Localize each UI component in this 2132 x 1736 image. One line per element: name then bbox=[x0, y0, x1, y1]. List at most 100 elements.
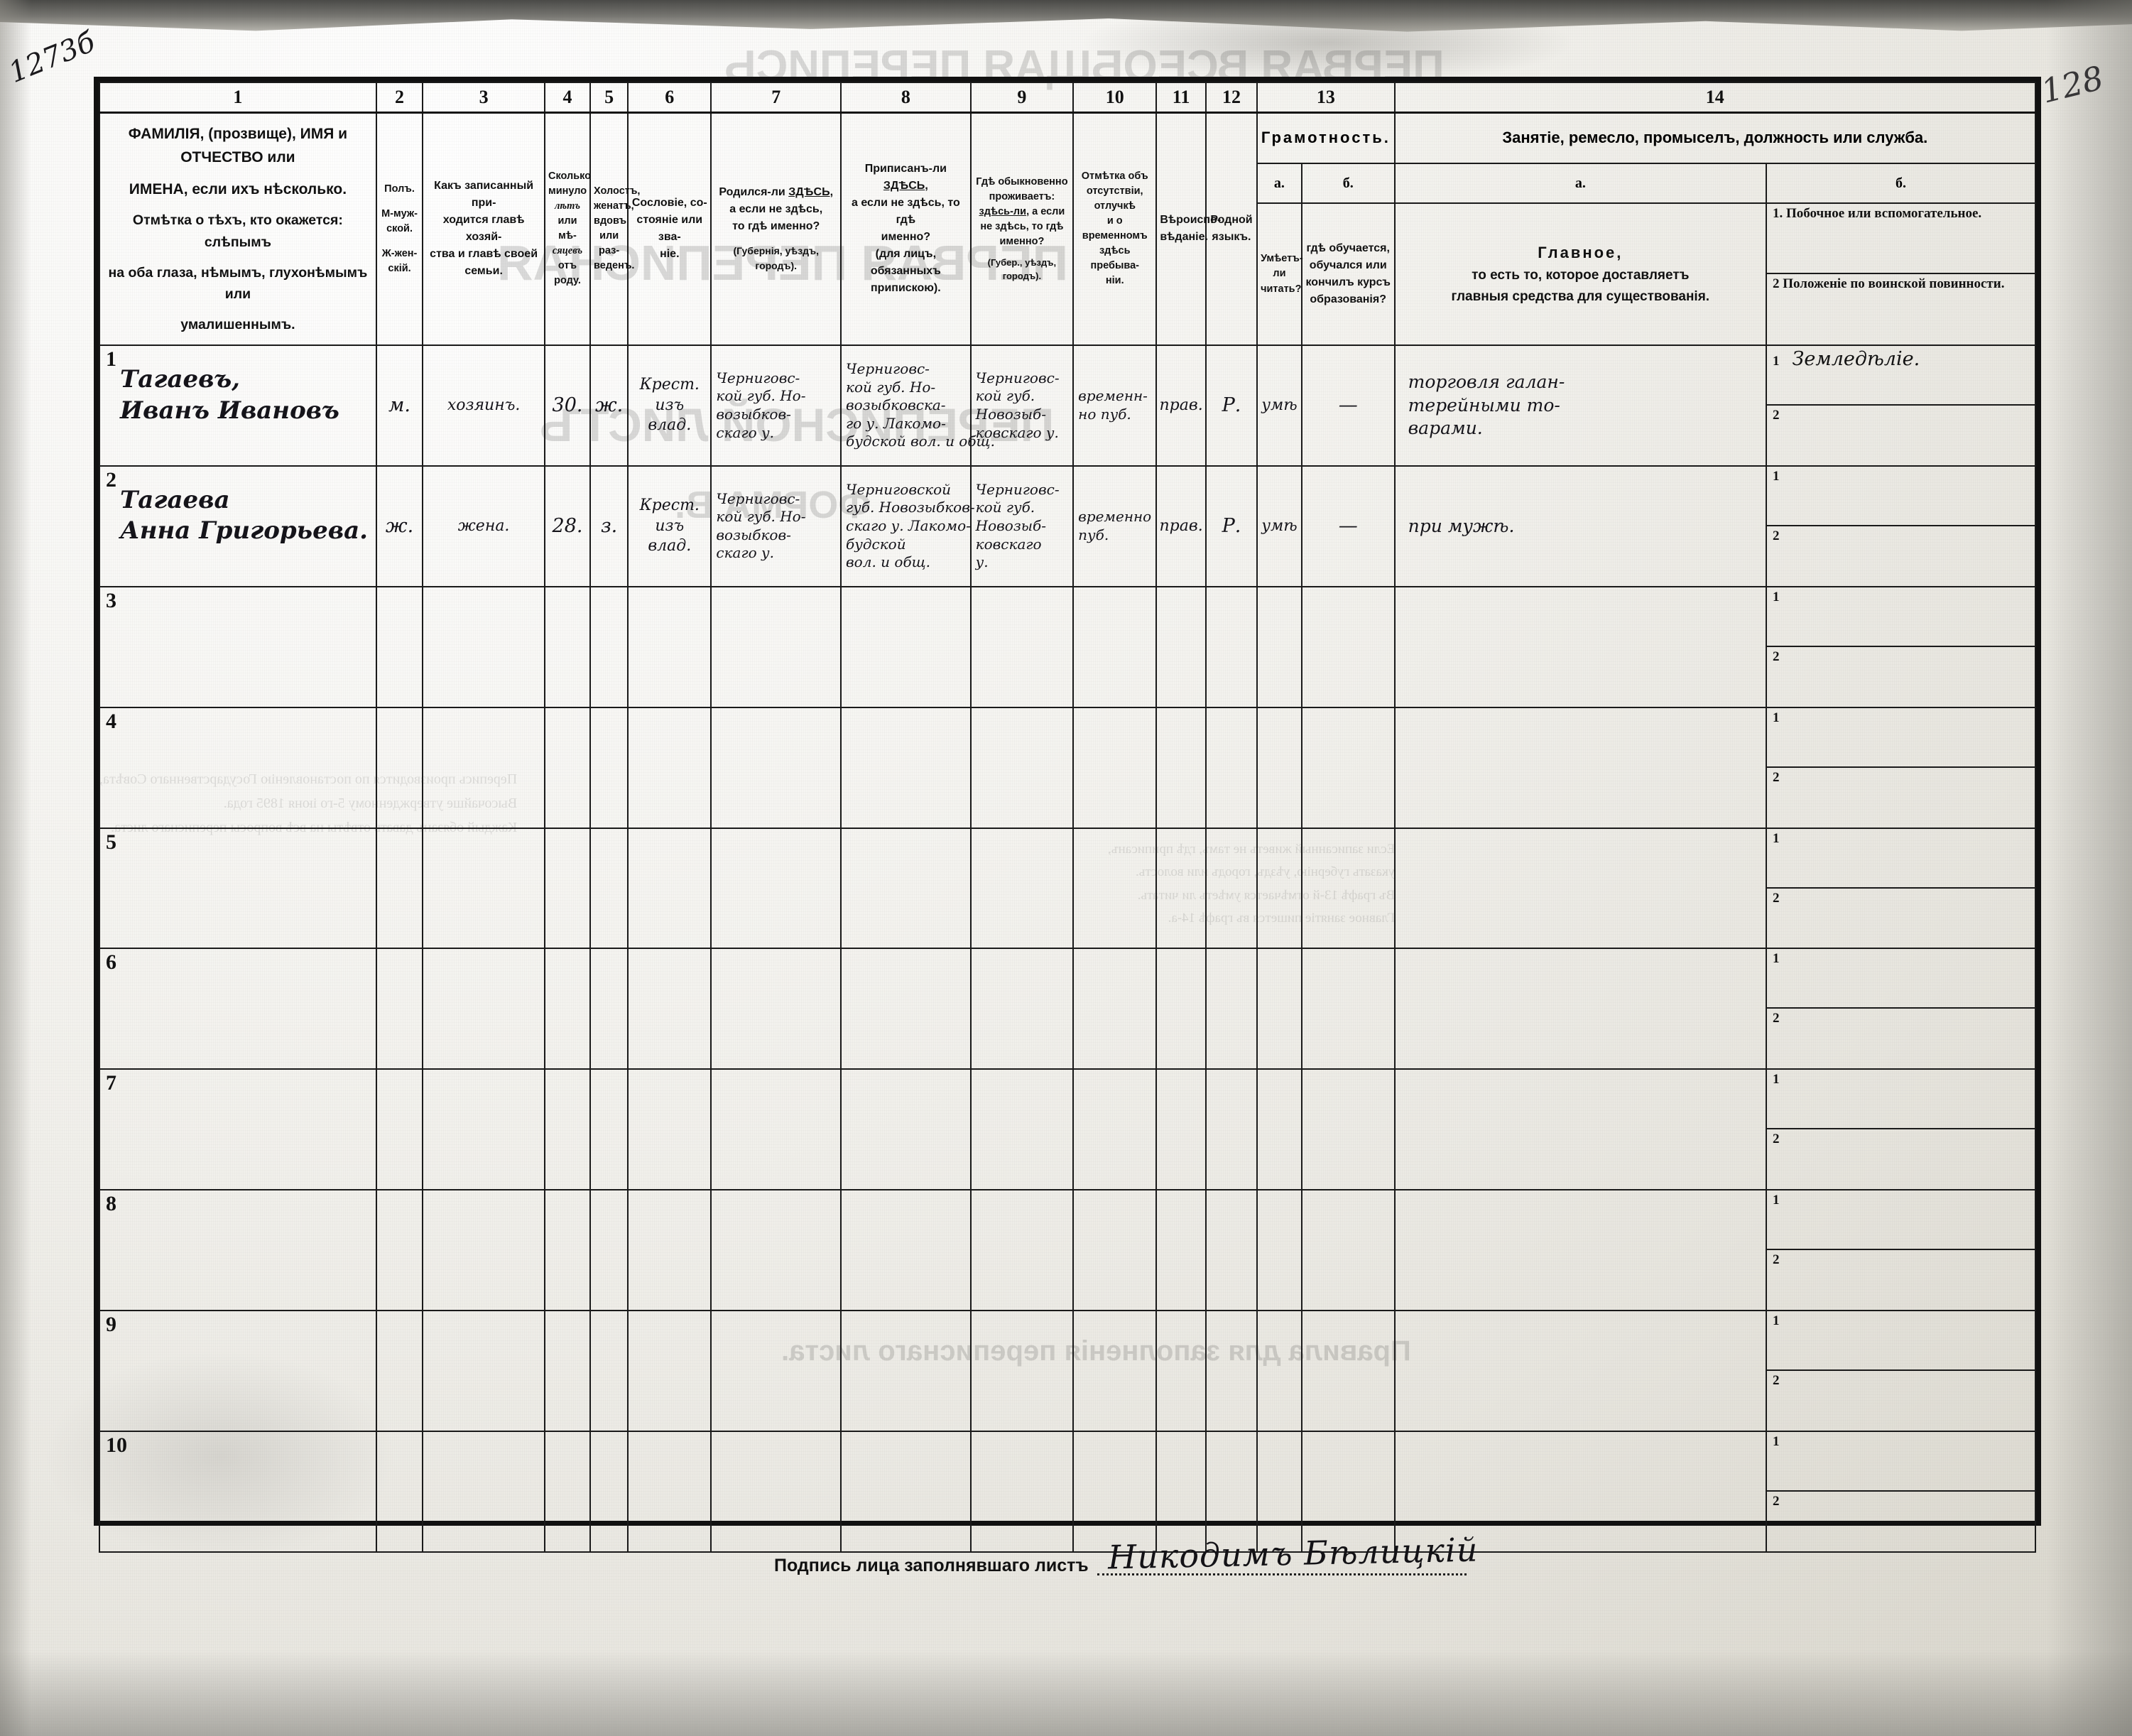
row-6-estate-cell[interactable] bbox=[627, 948, 712, 1070]
row-8-religion-cell[interactable] bbox=[1155, 1189, 1207, 1312]
row-3-residence-cell[interactable] bbox=[969, 585, 1075, 708]
row-2-military-part-2[interactable]: 2 bbox=[1773, 528, 1780, 543]
row-7-relation-cell[interactable] bbox=[422, 1068, 545, 1191]
row-3-age-cell[interactable] bbox=[543, 585, 592, 708]
row-6-birthplace-cell[interactable] bbox=[710, 948, 842, 1070]
row-8-occupation-side-part-1[interactable]: 1 bbox=[1767, 1190, 2035, 1251]
row-8-sex-cell[interactable] bbox=[375, 1189, 424, 1312]
row-5-residence-cell[interactable] bbox=[969, 827, 1075, 950]
row-5-age-cell[interactable] bbox=[543, 827, 592, 950]
row-9-language-cell[interactable] bbox=[1204, 1310, 1258, 1433]
row-5-registered-cell[interactable] bbox=[840, 827, 972, 950]
row-2-literacy-a-cell[interactable]: умѣ bbox=[1256, 465, 1302, 587]
row-7-language-cell[interactable] bbox=[1204, 1068, 1258, 1191]
row-4-occupation-main-cell[interactable] bbox=[1393, 706, 1768, 829]
row-8-literacy-a-cell[interactable] bbox=[1256, 1189, 1302, 1312]
row-7-birthplace-cell[interactable] bbox=[710, 1068, 842, 1191]
row-2-occupation-side-part-1[interactable]: 1 bbox=[1767, 467, 2035, 526]
row-5-literacy-b-cell[interactable] bbox=[1300, 827, 1396, 950]
row-5-absence-cell[interactable] bbox=[1072, 827, 1158, 950]
row-2-name-cell[interactable]: 2 Тагаева Анна Григорьева. bbox=[99, 465, 377, 587]
row-8-occupation-main-cell[interactable] bbox=[1393, 1189, 1768, 1312]
row-6-religion-cell[interactable] bbox=[1155, 948, 1207, 1070]
row-3-occupation-main-cell[interactable] bbox=[1393, 585, 1768, 708]
row-5-language-cell[interactable] bbox=[1204, 827, 1258, 950]
row-10-birthplace-cell[interactable] bbox=[710, 1431, 842, 1553]
row-6-occupation-side-part-1[interactable]: 1 bbox=[1767, 949, 2035, 1009]
row-10-residence-cell[interactable] bbox=[969, 1431, 1075, 1553]
row-6-marital-cell[interactable] bbox=[589, 948, 629, 1070]
row-4-absence-cell[interactable] bbox=[1072, 706, 1158, 829]
row-5-occupation-main-cell[interactable] bbox=[1393, 827, 1768, 950]
row-3-sex-cell[interactable] bbox=[375, 585, 424, 708]
row-9-occupation-main-cell[interactable] bbox=[1393, 1310, 1768, 1433]
row-10-registered-cell[interactable] bbox=[840, 1431, 972, 1553]
row-5-name-cell[interactable]: 5 bbox=[99, 827, 377, 950]
row-9-residence-cell[interactable] bbox=[969, 1310, 1075, 1433]
row-9-registered-cell[interactable] bbox=[840, 1310, 972, 1433]
row-10-literacy-a-cell[interactable] bbox=[1256, 1431, 1302, 1553]
row-6-age-cell[interactable] bbox=[543, 948, 592, 1070]
row-4-birthplace-cell[interactable] bbox=[710, 706, 842, 829]
row-1-sex-cell[interactable]: м. bbox=[375, 345, 424, 467]
row-9-estate-cell[interactable] bbox=[627, 1310, 712, 1433]
row-10-literacy-b-cell[interactable] bbox=[1300, 1431, 1396, 1553]
row-2-registered-cell[interactable]: Черниговской губ. Новозыбков-скаго у. Лак… bbox=[840, 465, 975, 587]
row-1-literacy-b-cell[interactable]: — bbox=[1300, 345, 1396, 467]
row-9-literacy-b-cell[interactable] bbox=[1300, 1310, 1396, 1433]
row-8-literacy-b-cell[interactable] bbox=[1300, 1189, 1396, 1312]
row-7-age-cell[interactable] bbox=[543, 1068, 592, 1191]
row-10-military-part-2[interactable]: 2 bbox=[1773, 1494, 1780, 1509]
row-2-literacy-b-cell[interactable]: — bbox=[1300, 465, 1396, 587]
row-1-relation-cell[interactable]: хозяинъ. bbox=[422, 345, 545, 467]
row-4-marital-cell[interactable] bbox=[589, 706, 629, 829]
row-6-literacy-b-cell[interactable] bbox=[1300, 948, 1396, 1070]
row-9-age-cell[interactable] bbox=[543, 1310, 592, 1433]
row-3-relation-cell[interactable] bbox=[422, 585, 545, 708]
row-2-residence-cell[interactable]: Черниговс-кой губ. Новозыб-ковскаго у. bbox=[969, 465, 1075, 587]
row-8-age-cell[interactable] bbox=[543, 1189, 592, 1312]
row-10-occupation-side-part-1[interactable]: 1 bbox=[1767, 1432, 2035, 1492]
row-2-birthplace-cell[interactable]: Черниговс-кой губ. Но-возыбков-скаго у. bbox=[710, 465, 842, 587]
row-6-relation-cell[interactable] bbox=[422, 948, 545, 1070]
row-9-marital-cell[interactable] bbox=[589, 1310, 629, 1433]
row-2-relation-cell[interactable]: жена. bbox=[422, 465, 545, 587]
row-1-occupation-main-cell[interactable]: торговля галан-терейными то-варами. bbox=[1393, 345, 1768, 467]
row-2-marital-cell[interactable]: з. bbox=[589, 465, 629, 587]
row-1-age-cell[interactable]: 30. bbox=[543, 345, 592, 467]
row-9-occupation-side-part-1[interactable]: 1 bbox=[1767, 1311, 2035, 1372]
row-1-occupation-side-part-1[interactable]: 1 Земледѣлiе. bbox=[1767, 346, 2035, 406]
row-3-literacy-b-cell[interactable] bbox=[1300, 585, 1396, 708]
row-4-literacy-b-cell[interactable] bbox=[1300, 706, 1396, 829]
row-9-literacy-a-cell[interactable] bbox=[1256, 1310, 1302, 1433]
row-5-literacy-a-cell[interactable] bbox=[1256, 827, 1302, 950]
row-7-occupation-main-cell[interactable] bbox=[1393, 1068, 1768, 1191]
row-1-literacy-a-cell[interactable]: умѣ bbox=[1256, 345, 1302, 467]
row-9-sex-cell[interactable] bbox=[375, 1310, 424, 1433]
row-10-absence-cell[interactable] bbox=[1072, 1431, 1158, 1553]
row-6-language-cell[interactable] bbox=[1204, 948, 1258, 1070]
row-2-religion-cell[interactable]: прав. bbox=[1155, 465, 1207, 587]
row-3-name-cell[interactable]: 3 bbox=[99, 585, 377, 708]
row-7-estate-cell[interactable] bbox=[627, 1068, 712, 1191]
row-1-language-cell[interactable]: Р. bbox=[1204, 345, 1258, 467]
row-10-language-cell[interactable] bbox=[1204, 1431, 1258, 1553]
row-8-estate-cell[interactable] bbox=[627, 1189, 712, 1312]
row-5-birthplace-cell[interactable] bbox=[710, 827, 842, 950]
row-2-absence-cell[interactable]: временно пуб. bbox=[1072, 465, 1158, 587]
row-7-sex-cell[interactable] bbox=[375, 1068, 424, 1191]
row-6-literacy-a-cell[interactable] bbox=[1256, 948, 1302, 1070]
row-4-registered-cell[interactable] bbox=[840, 706, 972, 829]
row-10-relation-cell[interactable] bbox=[422, 1431, 545, 1553]
row-10-estate-cell[interactable] bbox=[627, 1431, 712, 1553]
row-4-residence-cell[interactable] bbox=[969, 706, 1075, 829]
